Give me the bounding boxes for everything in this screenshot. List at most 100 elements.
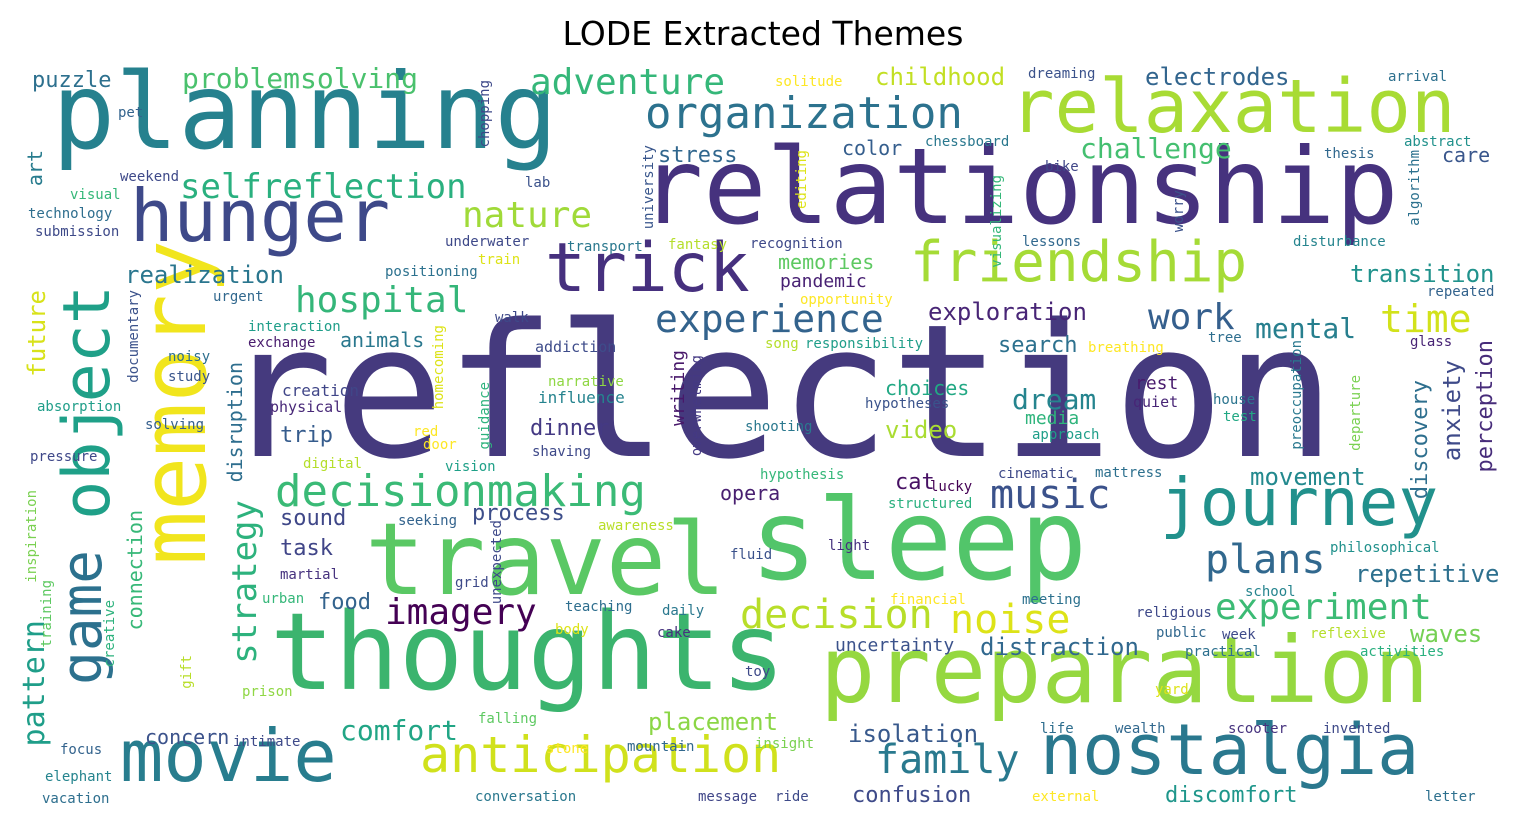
word-bike: bike <box>1045 159 1079 175</box>
word-falling: falling <box>478 711 538 727</box>
word-hypotheses: hypotheses <box>865 396 950 412</box>
word-addiction: addiction <box>535 338 617 356</box>
word-public: public <box>1156 625 1207 641</box>
word-experiment: experiment <box>1215 587 1432 628</box>
word-relationship: relationship <box>640 126 1399 248</box>
word-responsibility: responsibility <box>805 336 924 352</box>
word-scooter: scooter <box>1228 721 1288 737</box>
word-process: process <box>472 501 565 526</box>
word-search: search <box>998 333 1078 358</box>
word-plans: plans <box>1205 537 1326 583</box>
word-inspiration: inspiration <box>24 490 40 583</box>
word-breathing: breathing <box>1088 340 1164 356</box>
word-overwhelming: overwhelming <box>689 355 705 457</box>
word-puzzle: puzzle <box>32 68 112 93</box>
word-friendship: friendship <box>910 230 1248 295</box>
word-financial: financial <box>890 592 966 608</box>
word-seeking: seeking <box>398 513 458 529</box>
word-opera: opera <box>720 481 781 505</box>
word-insight: insight <box>755 736 815 752</box>
word-tree: tree <box>1208 330 1242 346</box>
word-structured: structured <box>888 496 973 512</box>
word-teaching: teaching <box>565 599 633 615</box>
word-cinematic: cinematic <box>998 466 1074 482</box>
word-pet: pet <box>118 105 144 121</box>
word-school: school <box>1245 584 1296 600</box>
word-lucky: lucky <box>930 479 973 495</box>
word-intimate: intimate <box>233 734 301 750</box>
word-transport: transport <box>567 239 643 255</box>
word-digital: digital <box>303 456 363 472</box>
word-focus: focus <box>60 742 103 758</box>
word-hunger: hunger <box>130 174 391 258</box>
word-movie: movie <box>120 714 337 798</box>
word-repeated: repeated <box>1427 284 1495 300</box>
word-challenge: challenge <box>1080 132 1232 165</box>
word-homecoming: homecoming <box>431 325 447 410</box>
word-urgent: urgent <box>213 289 264 305</box>
word-submission: submission <box>35 224 120 240</box>
word-technology: technology <box>28 206 113 222</box>
word-meeting: meeting <box>1022 592 1082 608</box>
word-wealth: wealth <box>1115 721 1166 737</box>
word-visualizing: visualizing <box>989 175 1005 268</box>
word-waves: waves <box>1410 620 1483 648</box>
word-interaction: interaction <box>248 319 341 335</box>
word-grid: grid <box>455 575 489 591</box>
word-arrival: arrival <box>1388 69 1448 85</box>
word-decision: decision <box>740 592 933 638</box>
word-unexpected: unexpected <box>489 520 505 605</box>
word-fluid: fluid <box>730 547 773 563</box>
word-life: life <box>1040 721 1074 737</box>
word-travel: travel <box>365 501 727 618</box>
word-lessons: lessons <box>1022 234 1082 250</box>
word-philosophical: philosophical <box>1330 540 1440 556</box>
word-organization: organization <box>645 88 963 139</box>
word-religious: religious <box>1136 605 1212 621</box>
word-door: door <box>423 437 457 453</box>
word-music: music <box>990 472 1111 518</box>
word-visual: visual <box>70 187 121 203</box>
word-preparation: preparation <box>820 617 1430 724</box>
word-anxiety: anxiety <box>1438 360 1466 462</box>
word-thesis: thesis <box>1324 146 1375 162</box>
word-childhood: childhood <box>875 63 1006 91</box>
word-trip: trip <box>280 423 333 448</box>
word-influence: influence <box>538 388 625 407</box>
word-perception: perception <box>1473 340 1498 473</box>
word-gift: gift <box>179 655 195 689</box>
word-daily: daily <box>662 603 705 619</box>
word-care: care <box>1442 143 1491 167</box>
word-sleep: sleep <box>750 476 1088 606</box>
word-trick: trick <box>545 229 750 308</box>
word-urban: urban <box>262 591 305 607</box>
word-mountain: mountain <box>627 739 695 755</box>
word-memories: memories <box>778 250 875 274</box>
word-train: train <box>478 252 521 268</box>
word-approach: approach <box>1032 427 1100 443</box>
word-mattress: mattress <box>1095 465 1163 481</box>
word-stress: stress <box>658 143 738 168</box>
word-sound: sound <box>280 506 347 531</box>
word-exploration: exploration <box>928 298 1087 326</box>
word-solving: solving <box>145 417 205 433</box>
word-activities: activities <box>1360 644 1445 660</box>
word-narrative: narrative <box>548 374 624 390</box>
word-practical: practical <box>1185 644 1261 660</box>
word-dreaming: dreaming <box>1028 66 1096 82</box>
word-physical: physical <box>270 398 343 416</box>
word-documentary: documentary <box>126 290 142 383</box>
word-repetitive: repetitive <box>1355 560 1500 588</box>
word-positioning: positioning <box>385 264 478 280</box>
word-guidance: guidance <box>477 382 493 450</box>
word-dream: dream <box>1012 383 1097 416</box>
word-university: university <box>641 145 657 230</box>
word-chopping: chopping <box>477 80 493 148</box>
word-art: art <box>23 150 47 187</box>
word-planning: planning <box>52 51 558 173</box>
word-nostalgia: nostalgia <box>1040 709 1420 791</box>
word-cake: cake <box>657 625 691 641</box>
word-thoughts: thoughts <box>270 591 786 715</box>
word-light: light <box>828 538 871 554</box>
